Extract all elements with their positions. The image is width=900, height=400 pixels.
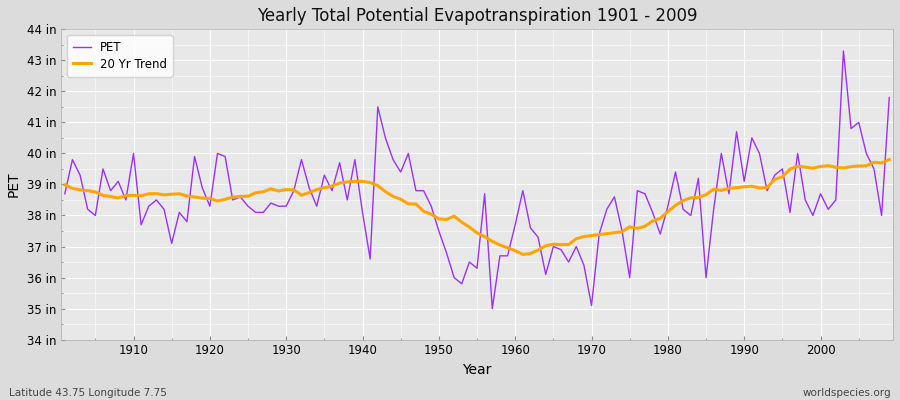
X-axis label: Year: Year: [463, 363, 491, 377]
20 Yr Trend: [518, 252, 528, 257]
PET: [884, 95, 895, 100]
Y-axis label: PET: PET: [7, 172, 21, 197]
Title: Yearly Total Potential Evapotranspiration 1901 - 2009: Yearly Total Potential Evapotranspiratio…: [256, 7, 698, 25]
Text: Latitude 43.75 Longitude 7.75: Latitude 43.75 Longitude 7.75: [9, 388, 166, 398]
20 Yr Trend: [509, 248, 520, 253]
20 Yr Trend: [502, 245, 513, 250]
Line: PET: PET: [65, 51, 889, 309]
PET: [518, 188, 528, 193]
PET: [609, 194, 620, 199]
20 Yr Trend: [884, 157, 895, 162]
20 Yr Trend: [609, 230, 620, 235]
PET: [487, 306, 498, 311]
20 Yr Trend: [121, 193, 131, 198]
Legend: PET, 20 Yr Trend: PET, 20 Yr Trend: [67, 35, 173, 76]
Line: 20 Yr Trend: 20 Yr Trend: [65, 160, 889, 254]
PET: [288, 188, 299, 193]
Text: worldspecies.org: worldspecies.org: [803, 388, 891, 398]
20 Yr Trend: [334, 181, 345, 186]
PET: [121, 198, 131, 202]
20 Yr Trend: [59, 182, 70, 187]
PET: [59, 191, 70, 196]
PET: [838, 49, 849, 54]
PET: [334, 160, 345, 165]
PET: [509, 222, 520, 227]
20 Yr Trend: [288, 188, 299, 192]
